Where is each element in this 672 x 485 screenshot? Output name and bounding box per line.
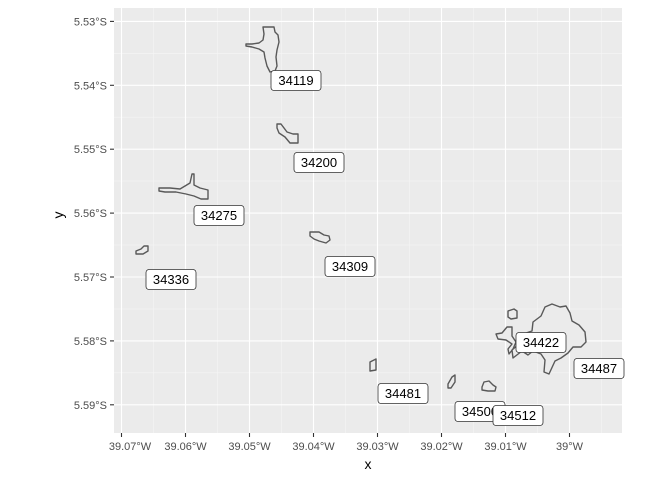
feature-label-34309: 34309 <box>324 256 376 277</box>
feature-label-34200-text: 34200 <box>301 155 337 170</box>
feature-label-34336: 34336 <box>145 269 197 290</box>
x-tick-label: 39.02°W <box>420 441 463 453</box>
polygon-34336 <box>135 245 149 255</box>
x-tick-label: 39°W <box>556 441 584 453</box>
polygon-34200 <box>276 123 299 144</box>
polygon-34119 <box>245 26 280 73</box>
feature-label-34422: 34422 <box>515 332 567 353</box>
polygon-34481 <box>369 358 377 372</box>
feature-label-34512: 34512 <box>492 405 544 426</box>
x-tick-label: 39.01°W <box>484 441 527 453</box>
x-tick-label: 39.06°W <box>164 441 207 453</box>
y-axis-title: y <box>50 212 66 219</box>
feature-label-34512-text: 34512 <box>500 408 536 423</box>
y-tick-label: 5.57°S <box>74 272 107 284</box>
polygon-34275 <box>158 173 209 200</box>
feature-label-34119-text: 34119 <box>278 73 313 88</box>
feature-label-34500-text: 34500 <box>462 404 498 419</box>
feature-label-34309-text: 34309 <box>332 259 368 274</box>
y-tick-label: 5.54°S <box>74 80 107 92</box>
feature-label-34336-text: 34336 <box>153 272 189 287</box>
polygon-34512 <box>481 380 497 392</box>
y-tick-label: 5.55°S <box>74 144 107 156</box>
polygon-34422-north <box>507 308 518 320</box>
y-tick-label: 5.53°S <box>74 16 107 28</box>
x-tick-label: 39.07°W <box>109 441 152 453</box>
feature-label-34487-text: 34487 <box>581 361 617 376</box>
feature-label-34487: 34487 <box>573 358 625 379</box>
x-tick-label: 39.04°W <box>292 441 335 453</box>
feature-label-34500: 34500 <box>454 401 506 422</box>
feature-label-34481-text: 34481 <box>385 386 421 401</box>
x-tick-label: 39.03°W <box>356 441 399 453</box>
x-axis: 39.07°W 39.06°W 39.05°W 39.04°W 39.03°W … <box>109 433 584 453</box>
feature-label-34200: 34200 <box>293 152 345 173</box>
x-tick-label: 39.05°W <box>228 441 271 453</box>
x-axis-title: x <box>365 456 372 472</box>
y-tick-label: 5.56°S <box>74 208 107 220</box>
feature-label-34275-text: 34275 <box>201 208 237 223</box>
y-tick-label: 5.58°S <box>74 336 107 348</box>
feature-label-34422-text: 34422 <box>523 335 559 350</box>
feature-label-34275: 34275 <box>193 205 245 226</box>
feature-labels: 34119 34200 34275 34309 34336 34422 3448… <box>145 70 625 426</box>
feature-label-34481: 34481 <box>377 383 429 404</box>
y-tick-label: 5.59°S <box>74 400 107 412</box>
polygon-34500 <box>447 374 456 389</box>
feature-label-34119: 34119 <box>270 70 322 91</box>
y-axis: 5.53°S 5.54°S 5.55°S 5.56°S 5.57°S 5.58°… <box>74 16 114 412</box>
polygon-34309 <box>309 231 331 244</box>
